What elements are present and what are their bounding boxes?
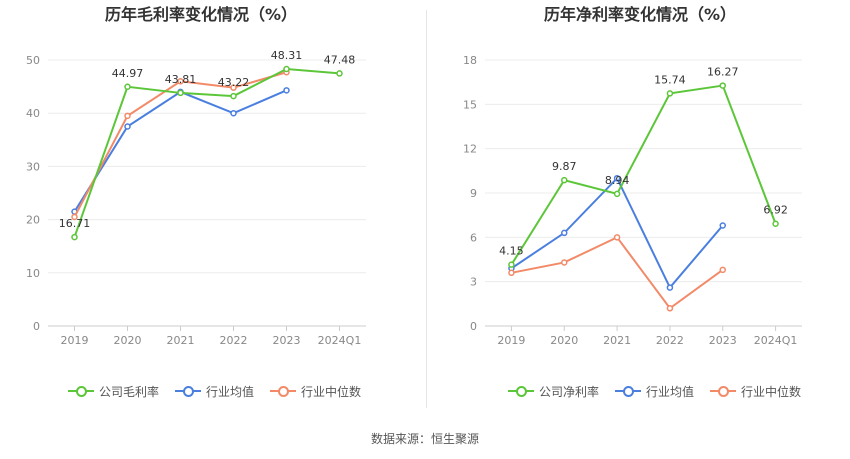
legend-item[interactable]: 行业均值 [615, 383, 694, 400]
data-point [613, 190, 621, 198]
legend-swatch-icon [710, 385, 737, 397]
legend-gross-margin: 公司毛利率 行业均值 行业中位数 [68, 382, 377, 400]
y-tick-label: 20 [26, 214, 40, 227]
x-tick-label: 2024Q1 [318, 334, 362, 347]
legend-swatch-icon [615, 385, 642, 397]
data-point [124, 83, 131, 91]
legend-item[interactable]: 行业中位数 [270, 383, 361, 400]
legend-item[interactable]: 行业均值 [175, 383, 254, 400]
y-tick-label: 12 [463, 143, 477, 156]
data-point [613, 174, 621, 182]
x-tick-label: 2020 [550, 334, 578, 347]
data-label: 8.94 [605, 174, 630, 187]
data-label: 16.27 [707, 66, 739, 79]
panel-divider [426, 10, 427, 408]
data-point [230, 84, 237, 91]
legend-label: 公司净利率 [539, 384, 600, 399]
data-point [772, 220, 779, 227]
x-tick-label: 2022 [220, 334, 248, 347]
x-tick-label: 2024Q1 [754, 334, 798, 347]
data-point [71, 233, 78, 241]
x-tick-label: 2022 [656, 334, 684, 347]
y-tick-label: 3 [470, 276, 477, 289]
legend-swatch-icon [68, 385, 94, 397]
data-label: 4.15 [499, 245, 524, 258]
x-tick-label: 2021 [603, 334, 631, 347]
data-point [719, 82, 726, 89]
legend-label: 公司毛利率 [99, 384, 160, 399]
data-label: 48.31 [271, 49, 303, 62]
legend-label: 行业均值 [646, 384, 695, 399]
legend-swatch-icon [270, 385, 297, 397]
legend-item[interactable]: 公司毛利率 [68, 383, 159, 400]
series-line-0 [510, 84, 777, 266]
y-tick-label: 0 [470, 320, 477, 333]
y-tick-label: 50 [26, 54, 40, 67]
chart-1: 历年净利率变化情况（%） 0 3 6 9 12 15 18 2019 2020 2021 2022 20… [463, 5, 802, 347]
legend-item[interactable]: 公司净利率 [508, 383, 599, 400]
legend-label: 行业均值 [206, 384, 255, 399]
data-point [124, 123, 131, 130]
data-point [230, 92, 237, 100]
data-point [283, 87, 290, 94]
x-tick-label: 2019 [61, 334, 89, 347]
data-label: 44.97 [112, 67, 144, 80]
chart-0: 历年毛利率变化情况（%） 0 10 20 30 40 50 2019 2020 2021 2022 2… [26, 5, 366, 347]
data-point [561, 176, 568, 184]
data-point [719, 222, 726, 229]
data-point [508, 269, 515, 277]
data-point [124, 112, 131, 120]
y-tick-label: 10 [26, 267, 40, 280]
y-tick-label: 15 [463, 98, 477, 111]
y-tick-label: 18 [463, 54, 477, 67]
data-label: 43.22 [218, 76, 250, 89]
data-point [561, 259, 568, 266]
data-point [613, 234, 621, 241]
y-tick-label: 40 [26, 107, 40, 120]
y-tick-label: 9 [470, 187, 477, 200]
data-point [177, 89, 184, 97]
data-label: 15.74 [654, 73, 686, 86]
data-point [666, 90, 674, 97]
data-point [283, 65, 290, 73]
source-note: 数据来源：恒生聚源 [370, 432, 479, 446]
data-point [508, 261, 515, 268]
data-label: 47.48 [324, 53, 356, 66]
chart-title: 历年净利率变化情况（%） [544, 5, 736, 24]
legend-swatch-icon [175, 385, 202, 397]
legend-net-margin: 公司净利率 行业均值 行业中位数 [508, 382, 817, 400]
data-label: 16.71 [59, 217, 91, 230]
legend-item[interactable]: 行业中位数 [710, 383, 801, 400]
data-label: 9.87 [552, 160, 577, 173]
data-point [336, 70, 343, 77]
y-tick-label: 6 [470, 231, 477, 244]
x-tick-label: 2021 [167, 334, 195, 347]
data-point [230, 109, 237, 117]
x-tick-label: 2023 [273, 334, 301, 347]
series-line-1 [73, 89, 287, 213]
data-point [561, 229, 568, 237]
y-tick-label: 0 [33, 320, 40, 333]
x-tick-label: 2023 [709, 334, 737, 347]
data-point [719, 266, 726, 274]
legend-label: 行业中位数 [741, 384, 802, 399]
series-line-0 [73, 67, 340, 238]
legend-label: 行业中位数 [301, 384, 362, 399]
legend-swatch-icon [508, 385, 534, 397]
chart-title: 历年毛利率变化情况（%） [105, 5, 297, 24]
data-label: 6.92 [763, 204, 788, 217]
x-tick-label: 2020 [114, 334, 142, 347]
data-point [177, 78, 184, 85]
data-label: 43.81 [165, 73, 197, 86]
data-point [71, 213, 78, 221]
y-tick-label: 30 [26, 160, 40, 173]
x-tick-label: 2019 [497, 334, 525, 347]
data-point [666, 284, 674, 291]
data-point [666, 305, 674, 312]
